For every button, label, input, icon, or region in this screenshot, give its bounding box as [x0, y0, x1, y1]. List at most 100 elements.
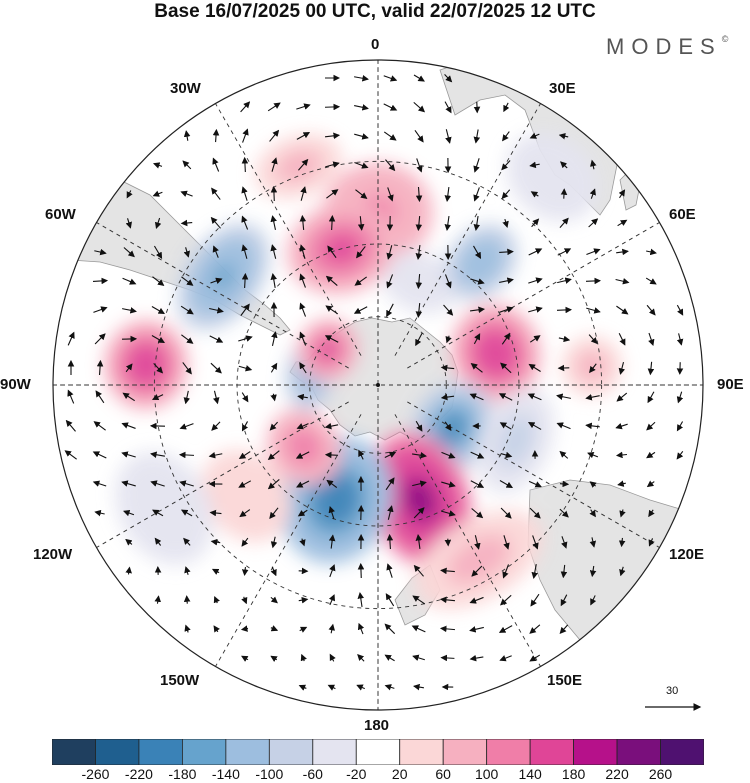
wind-arrow: [558, 133, 569, 140]
wind-arrow: [412, 480, 427, 487]
wind-arrow: [92, 277, 109, 285]
wind-arrow: [212, 128, 220, 143]
wind-arrow: [413, 101, 426, 113]
wind-arrow: [615, 451, 627, 459]
colorbar-cell: [486, 739, 531, 765]
wind-arrow: [616, 248, 629, 256]
wind-arrow: [440, 654, 455, 662]
wind-arrow: [498, 393, 513, 401]
wind-arrow: [444, 215, 452, 232]
wind-arrow: [300, 653, 307, 662]
wind-arrow: [528, 363, 541, 372]
wind-arrow: [153, 362, 164, 374]
wind-arrow: [209, 335, 224, 343]
wind-arrow: [324, 132, 341, 140]
wind-arrow: [646, 421, 656, 431]
wind-arrow: [471, 508, 484, 519]
wind-arrow: [499, 422, 512, 430]
wind-arrow: [470, 451, 485, 459]
wind-arrow: [470, 480, 485, 488]
wind-arrow: [326, 479, 338, 488]
wind-arrow: [444, 186, 452, 203]
colorbar-tick-label: -60: [302, 766, 323, 782]
wind-arrow: [354, 133, 369, 140]
wind-arrow: [358, 449, 365, 460]
wind-arrow: [502, 218, 509, 228]
wind-arrow: [527, 393, 542, 401]
lon-label-120e: 120E: [669, 546, 705, 563]
wind-arrow: [501, 160, 511, 171]
wind-arrow: [646, 304, 656, 316]
wind-arrow: [532, 535, 539, 550]
wind-arrow: [212, 157, 220, 172]
lon-label-30e: 30E: [549, 80, 576, 97]
wind-arrow: [587, 452, 599, 459]
wind-arrow: [154, 595, 162, 604]
wind-arrow: [209, 307, 224, 314]
wind-arrow: [122, 307, 137, 314]
colorbar-cell: [268, 739, 314, 765]
wind-arrow: [269, 421, 279, 431]
wind-arrow: [385, 477, 395, 491]
wind-arrow: [589, 363, 597, 374]
colorbar-cell: [225, 739, 270, 765]
wind-arrow: [473, 215, 481, 232]
colorbar-tick-label: 260: [648, 766, 673, 782]
wind-arrow: [385, 593, 395, 607]
wind-arrow: [411, 625, 426, 633]
wind-arrow: [241, 272, 249, 289]
meridian-line: [96, 222, 349, 369]
anomaly-contour: [506, 132, 599, 222]
wind-arrow: [184, 624, 191, 633]
wind-arrow: [413, 564, 424, 577]
wind-arrow: [560, 594, 568, 607]
wind-arrow: [585, 394, 600, 401]
wind-arrow: [384, 654, 395, 662]
wind-arrow: [411, 451, 428, 459]
wind-arrow: [528, 277, 543, 284]
wind-arrow: [559, 508, 569, 518]
anomaly-contour: [484, 340, 508, 366]
wind-arrow: [648, 332, 655, 347]
wind-arrow: [589, 188, 596, 199]
wind-arrow: [383, 103, 398, 111]
wind-arrow: [439, 596, 456, 604]
wind-arrow: [297, 393, 308, 401]
wind-arrow: [617, 219, 628, 227]
wind-arrow: [324, 422, 339, 430]
wind-arrow: [270, 185, 278, 202]
wind-vectors: [64, 73, 684, 691]
colorbar-tick-label: 180: [561, 766, 586, 782]
wind-arrow: [213, 625, 220, 633]
wind-arrow: [589, 481, 597, 488]
wind-arrow: [473, 245, 482, 260]
wind-arrow: [126, 190, 133, 199]
wind-arrow: [326, 189, 339, 199]
wind-arrow: [298, 596, 309, 604]
colorbar-cell: [529, 739, 574, 765]
wind-arrow: [242, 128, 249, 143]
wind-arrow: [441, 510, 456, 517]
wind-arrow: [238, 480, 252, 488]
wind-arrow: [617, 480, 626, 487]
wind-arrow: [529, 132, 540, 139]
wind-arrow: [241, 421, 249, 432]
wind-arrow: [560, 564, 568, 579]
wind-arrow: [440, 393, 455, 401]
wind-arrow: [561, 536, 568, 549]
wind-arrow: [152, 509, 164, 517]
wind-arrow: [589, 537, 597, 548]
wind-arrow: [125, 566, 132, 575]
meridian-line: [215, 414, 362, 667]
wind-arrow: [440, 364, 455, 372]
wind-arrow: [123, 509, 135, 517]
wind-arrow: [180, 509, 193, 517]
wind-arrow: [269, 507, 279, 520]
wind-arrow: [473, 158, 480, 173]
wind-arrow: [556, 422, 571, 430]
wind-arrow: [125, 363, 133, 373]
wind-arrow: [182, 160, 192, 170]
wind-arrow: [648, 509, 655, 518]
wind-arrow: [121, 422, 136, 429]
wind-arrow: [618, 362, 626, 375]
